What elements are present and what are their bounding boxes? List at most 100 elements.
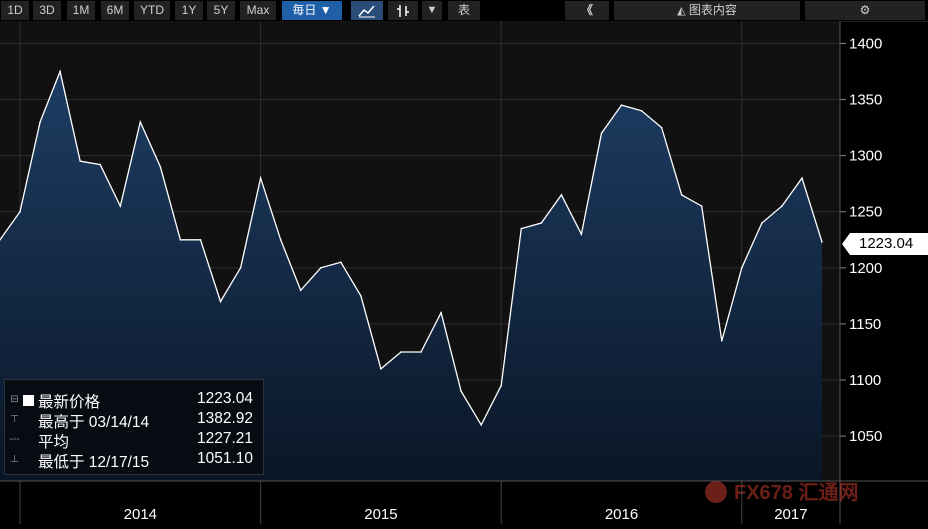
chart-content-label: 图表内容 [688, 3, 737, 17]
legend-swatch-square [23, 395, 34, 406]
range-1d-button[interactable]: 1D [1, 1, 29, 20]
y-tick-label: 1250 [849, 204, 882, 221]
last-price-badge: 1223.04 [842, 233, 928, 255]
range-max-button[interactable]: Max [240, 1, 276, 20]
legend-value: 1382.92 [196, 410, 253, 427]
x-tick-label: 2017 [774, 506, 807, 523]
range-5y-button[interactable]: 5Y [207, 1, 235, 20]
data-point [79, 160, 81, 162]
data-point [380, 368, 382, 370]
average-marker-icon: -◦- [9, 434, 20, 445]
y-tick-label: 1050 [849, 428, 882, 445]
chart-content-button[interactable]: ◭ 图表内容 [614, 1, 800, 20]
data-point [620, 104, 623, 106]
data-point [781, 205, 783, 207]
legend-label: 最高于 03/14/14 [38, 414, 150, 431]
data-point [299, 289, 302, 292]
data-point [59, 70, 61, 73]
legend-label: 平均 [38, 434, 70, 451]
x-axis: 2014 2015 2016 2017 [19, 481, 808, 524]
legend-value: 1227.21 [196, 430, 253, 447]
settings-button[interactable]: ⚙ [805, 1, 925, 20]
data-point [480, 424, 483, 426]
y-tick-label: 1300 [849, 148, 882, 165]
data-point [700, 205, 703, 207]
data-point [801, 177, 803, 179]
collapse-button[interactable]: 《 [565, 1, 609, 20]
y-tick-label: 1200 [849, 260, 882, 277]
data-point [179, 239, 182, 241]
data-point [119, 205, 122, 207]
data-point [721, 340, 723, 342]
y-tick-label: 1350 [849, 92, 882, 109]
data-point [159, 166, 162, 168]
data-point [199, 239, 202, 241]
chart-content-icon: ◭ [677, 5, 686, 17]
data-point [19, 210, 21, 213]
data-point [219, 300, 222, 303]
data-point [360, 295, 362, 297]
data-point [761, 222, 763, 224]
legend-value: 1051.10 [196, 450, 253, 467]
range-1m-button[interactable]: 1M [67, 1, 95, 20]
ohlc-bars-icon [397, 5, 409, 17]
price-area [0, 69, 823, 481]
legend-row-high: ⊤ 最高于 03/14/14 1382.92 [5, 410, 263, 431]
series-area-fill [0, 71, 822, 481]
data-point [741, 267, 743, 269]
data-point [540, 222, 543, 224]
legend-row-average: -◦- 平均 1227.21 [5, 430, 263, 451]
legend-row-last: ⊟ 最新价格 1223.04 [5, 390, 263, 411]
high-marker-icon: ⊤ [10, 414, 19, 425]
bar-chart-type-button[interactable] [388, 1, 418, 20]
low-marker-icon: ⊥ [10, 454, 19, 465]
data-point [139, 121, 142, 123]
legend-value: 1223.04 [196, 390, 253, 407]
y-tick-label: 1400 [849, 35, 882, 52]
legend-row-low: ⊥ 最低于 12/17/15 1051.10 [5, 450, 263, 471]
table-view-button[interactable]: 表 [448, 1, 480, 20]
frequency-dropdown[interactable]: 毎日 ▼ [282, 1, 342, 20]
data-point [340, 261, 342, 263]
data-point [400, 351, 402, 353]
chart-toolbar: 1D 3D 1M 6M YTD 1Y 5Y Max 毎日 ▼ ▼ 表 《 ◭ 图… [0, 0, 928, 22]
y-tick-label: 1150 [849, 316, 881, 333]
x-tick-label: 2014 [124, 506, 157, 523]
data-point [500, 384, 503, 387]
collapse-toggle-icon[interactable]: ⊟ [10, 394, 19, 405]
data-point [660, 126, 663, 129]
data-point [821, 241, 823, 243]
data-point [520, 227, 523, 230]
range-3d-button[interactable]: 3D [33, 1, 61, 20]
data-point [239, 267, 242, 269]
data-point [39, 121, 41, 123]
legend-box: ⊟ 最新价格 1223.04 ⊤ 最高于 03/14/14 1382.92 -◦… [4, 379, 264, 475]
range-ytd-button[interactable]: YTD [134, 1, 170, 20]
line-chart-icon [358, 5, 375, 18]
data-point [279, 239, 282, 241]
data-point [99, 163, 101, 166]
data-point [420, 351, 422, 353]
y-axis: 1050 1100 1150 1200 1250 1300 1350 1400 [840, 35, 882, 445]
x-tick-label: 2016 [605, 506, 638, 523]
series-line [0, 69, 823, 427]
data-point [259, 177, 262, 179]
range-1y-button[interactable]: 1Y [175, 1, 203, 20]
y-tick-label: 1100 [849, 372, 881, 389]
data-point [320, 267, 322, 269]
data-point [560, 194, 563, 196]
chart-type-dropdown[interactable]: ▼ [422, 1, 442, 20]
range-6m-button[interactable]: 6M [101, 1, 129, 20]
legend-label: 最新价格 [38, 394, 101, 411]
gear-icon: ⚙ [859, 3, 871, 17]
data-point [580, 233, 583, 235]
data-point [640, 110, 643, 112]
data-point [440, 311, 442, 314]
x-tick-label: 2015 [364, 506, 397, 523]
legend-label: 最低于 12/17/15 [38, 454, 150, 471]
line-chart-type-button[interactable] [351, 1, 383, 20]
data-point [0, 239, 1, 241]
data-point [600, 132, 603, 134]
data-point [680, 194, 683, 196]
data-point [460, 390, 462, 393]
